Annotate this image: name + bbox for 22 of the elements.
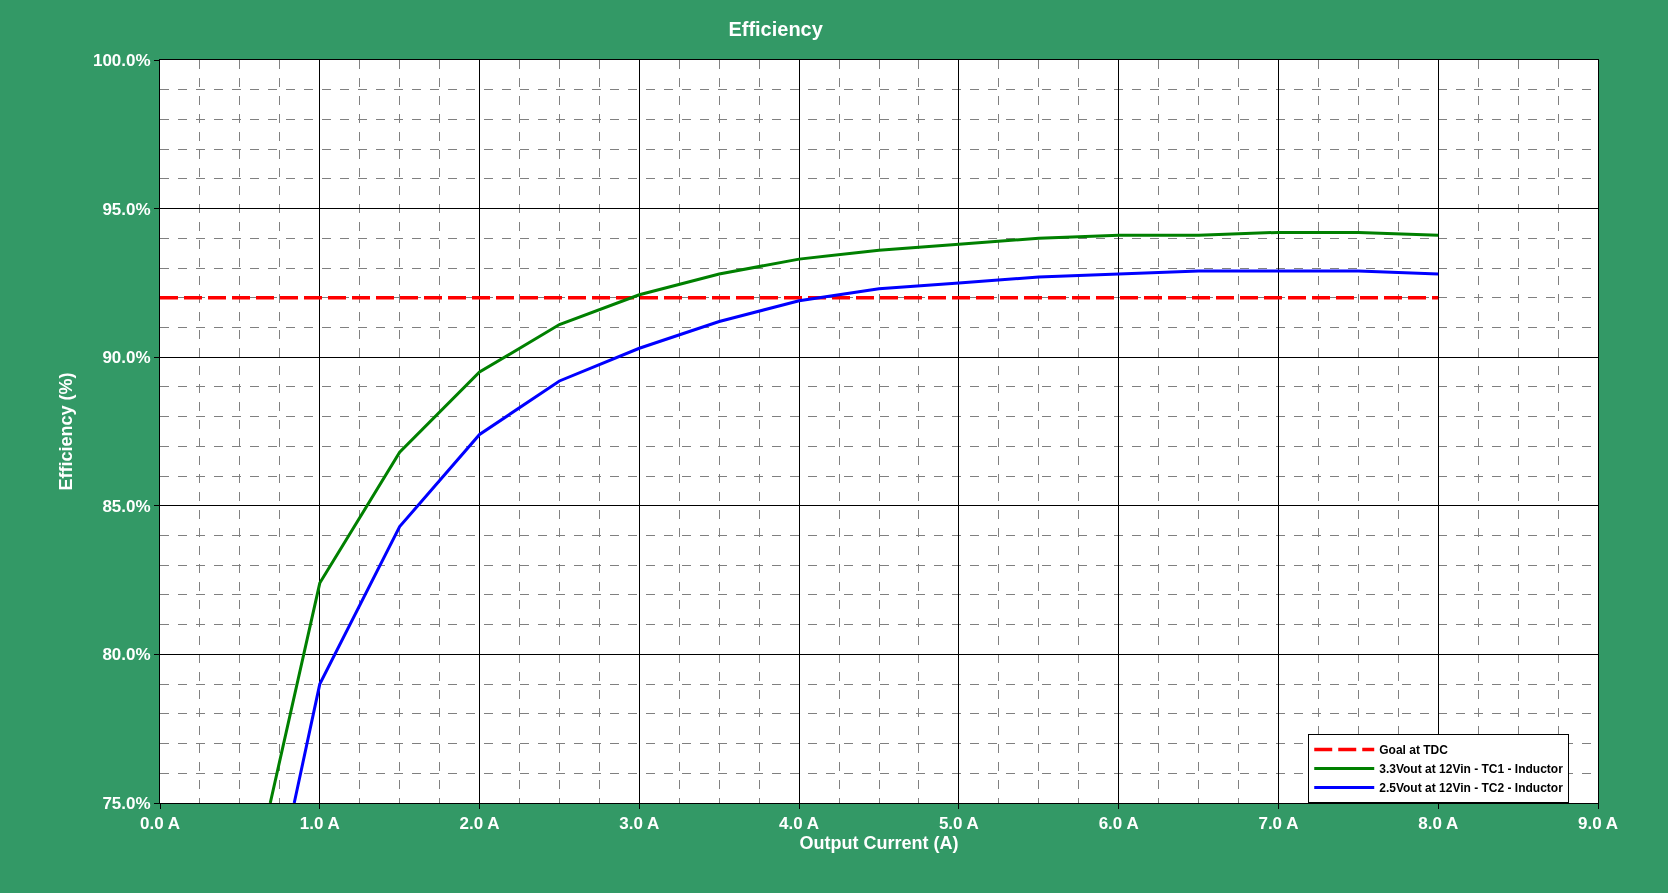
y-tick-label: 90.0% xyxy=(102,348,151,368)
y-axis-title: Efficiency (%) xyxy=(56,372,77,491)
legend-label: 3.3Vout at 12Vin - TC1 - Inductor xyxy=(1379,762,1564,777)
x-tick-label: 1.0 A xyxy=(299,814,340,834)
legend-label: 2.5Vout at 12Vin - TC2 - Inductor xyxy=(1379,781,1564,796)
x-tick-label: 0.0 A xyxy=(139,814,181,834)
x-tick-label: 5.0 A xyxy=(938,814,979,834)
y-tick-label: 100.0% xyxy=(92,50,151,70)
x-tick-label: 4.0 A xyxy=(779,814,820,834)
x-axis-title: Output Current (A) xyxy=(799,833,959,854)
chart-title: Efficiency xyxy=(728,18,824,41)
y-tick-label: 75.0% xyxy=(102,793,151,813)
x-tick-label: 6.0 A xyxy=(1098,814,1139,834)
x-tick-label: 7.0 A xyxy=(1258,814,1299,834)
y-tick-label: 85.0% xyxy=(102,496,151,516)
y-tick-label: 95.0% xyxy=(102,199,151,219)
legend-label: Goal at TDC xyxy=(1379,743,1449,758)
x-tick-label: 2.0 A xyxy=(459,814,500,834)
x-tick-label: 9.0 A xyxy=(1577,814,1619,834)
x-tick-label: 8.0 A xyxy=(1418,814,1459,834)
x-tick-label: 3.0 A xyxy=(619,814,660,834)
y-tick-label: 80.0% xyxy=(102,645,151,665)
